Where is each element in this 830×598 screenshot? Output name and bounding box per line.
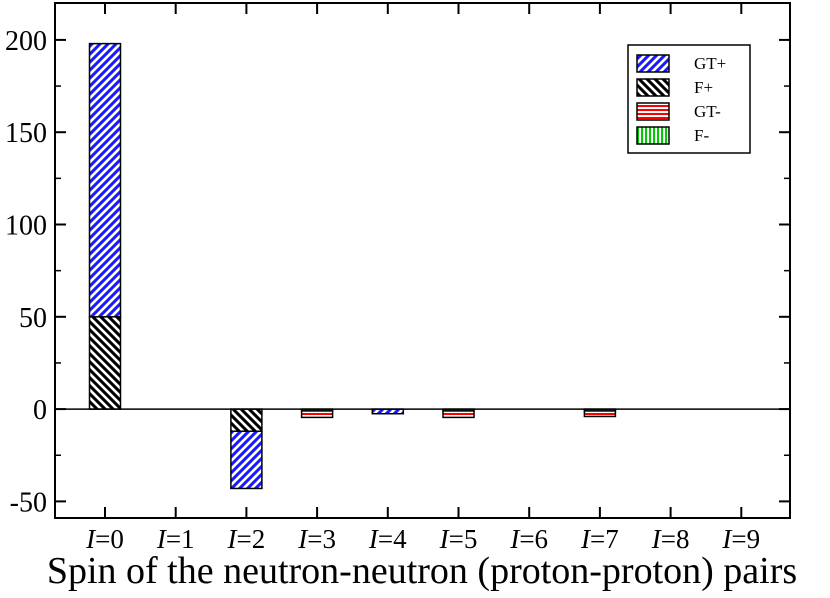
x-tick-label: I=2	[227, 524, 266, 554]
y-tick-label: -50	[10, 487, 47, 518]
x-tick-label: I=1	[156, 524, 195, 554]
bars-layer	[88, 42, 617, 490]
x-tick-label: I=8	[651, 524, 690, 554]
legend-label-fminus: F-	[694, 126, 709, 145]
y-tick-label: 200	[5, 26, 47, 57]
bar-gtminus-5	[442, 410, 475, 419]
legend-swatch-fminus	[636, 126, 670, 145]
x-tick-label: I=4	[368, 524, 407, 554]
y-tick-label: 50	[19, 303, 47, 334]
x-tick-label: I=7	[580, 524, 619, 554]
bar-gtminus-3	[300, 410, 334, 419]
bar-fplus-2	[230, 408, 263, 432]
bar-fplus-0	[88, 316, 122, 410]
x-tick-label: I=3	[297, 524, 336, 554]
y-tick-label: 100	[5, 211, 47, 242]
legend-label-gtplus: GT+	[694, 54, 726, 73]
legend-swatch-gtplus	[636, 54, 670, 73]
legend: GT+ F+ GT- F-	[627, 44, 751, 154]
x-tick-label: I=6	[509, 524, 548, 554]
axes-layer: -50 0 50 100 150 200 I=0 I=1 I=2 I=3 I=4 I=5 I=6 I=7 I…	[5, 2, 791, 554]
bar-gtplus-0	[88, 42, 122, 318]
bar-gtminus-7	[583, 410, 617, 418]
plot-frame	[54, 2, 791, 519]
y-tick-label: 150	[5, 118, 47, 149]
x-tick-label: I=9	[721, 524, 760, 554]
x-axis-label: Spin of the neutron-neutron (proton-prot…	[47, 550, 797, 592]
legend-label-gtminus: GT-	[694, 102, 721, 121]
legend-label-fplus: F+	[694, 78, 713, 97]
x-tick-label: I=0	[85, 524, 124, 554]
x-tick-label: I=5	[439, 524, 478, 554]
legend-swatch-fplus	[636, 78, 670, 97]
y-tick-label: 0	[33, 395, 47, 426]
bar-gtplus-2	[230, 430, 263, 490]
legend-swatch-gtminus	[636, 102, 670, 121]
